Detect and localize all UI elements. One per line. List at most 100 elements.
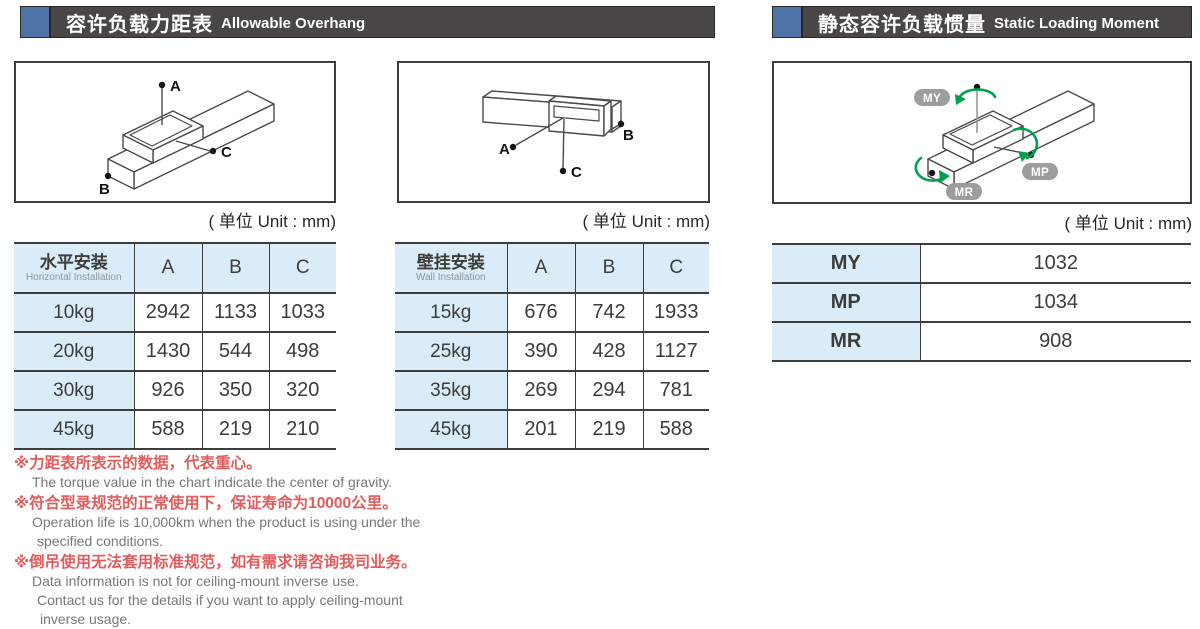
moment-value-cell: 908: [919, 321, 1191, 362]
table-row: MY 1032: [772, 243, 1191, 284]
point-c-dot: [559, 167, 567, 175]
mr-axis-dot: [928, 169, 936, 177]
value-cell: 219: [201, 409, 270, 450]
table-row: 35kg 269 294 781: [395, 370, 709, 411]
note-zh: ※力距表所表示的数据，代表重心。: [14, 455, 262, 472]
point-b-label: B: [623, 127, 634, 144]
load-cell: 10kg: [14, 292, 135, 333]
table-row: 20kg 1430 544 498: [14, 331, 336, 372]
point-b-dot: [104, 172, 112, 180]
column-header-b: B: [574, 242, 644, 294]
load-cell: 25kg: [395, 331, 508, 372]
column-header-c: C: [642, 242, 709, 294]
table-row: MR 908: [772, 321, 1191, 362]
mr-badge-label: MR: [955, 187, 974, 199]
static-moment-diagram: MY MP MR: [914, 83, 1095, 200]
moment-label-cell: MR: [772, 321, 921, 362]
load-cell: 45kg: [14, 409, 135, 450]
moment-label-cell: MP: [772, 282, 921, 323]
point-b-label: B: [99, 181, 110, 198]
note-en: The torque value in the chart indicate t…: [32, 474, 393, 490]
table-row: 10kg 2942 1133 1033: [14, 292, 336, 333]
note-zh: ※符合型录规范的正常使用下，保证寿命为10000公里。: [14, 495, 398, 512]
horizontal-installation-diagram: A C B: [99, 78, 275, 198]
unit-label: ( 单位 Unit : mm): [582, 212, 711, 231]
column-header-a: A: [506, 242, 576, 294]
value-cell: 390: [506, 331, 576, 372]
table-title-cell: 壁挂安装 Wall Installation: [395, 242, 508, 294]
load-cell: 30kg: [14, 370, 135, 411]
section-title-en: Allowable Overhang: [221, 15, 366, 32]
load-cell: 15kg: [395, 292, 508, 333]
column-header-c: C: [268, 242, 336, 294]
horizontal-installation-diagram-box: A C B: [14, 61, 336, 203]
section-title-en: Static Loading Moment: [994, 15, 1159, 32]
point-a-label: A: [170, 78, 181, 95]
value-cell: 498: [268, 331, 336, 372]
header-accent-square: [773, 7, 803, 37]
my-badge-label: MY: [923, 93, 941, 105]
note-en: Data information is not for ceiling-moun…: [32, 573, 359, 589]
table-row: 25kg 390 428 1127: [395, 331, 709, 372]
value-cell: 742: [574, 292, 644, 333]
value-cell: 219: [574, 409, 644, 450]
value-cell: 294: [574, 370, 644, 411]
point-c-label: C: [221, 144, 232, 161]
point-c-label: C: [571, 164, 582, 181]
section-title-zh: 静态容许负载惯量: [818, 13, 986, 36]
load-cell: 35kg: [395, 370, 508, 411]
unit-label: ( 单位 Unit : mm): [208, 212, 337, 231]
mr-badge: [946, 183, 982, 200]
value-cell: 676: [506, 292, 576, 333]
load-cell: 20kg: [14, 331, 135, 372]
point-a-label: A: [499, 141, 510, 158]
value-cell: 781: [642, 370, 709, 411]
load-cell: 45kg: [395, 409, 508, 450]
value-cell: 428: [574, 331, 644, 372]
note-en: specified conditions.: [37, 533, 164, 549]
table-row: 15kg 676 742 1933: [395, 292, 709, 333]
value-cell: 269: [506, 370, 576, 411]
moment-value-cell: 1032: [919, 243, 1191, 284]
value-cell: 588: [642, 409, 709, 450]
value-cell: 320: [268, 370, 336, 411]
table-header-row: 水平安装 Horizontal Installation A B C: [14, 242, 336, 294]
value-cell: 1133: [201, 292, 270, 333]
static-moment-table: MY 1032 MP 1034 MR 908: [772, 243, 1191, 362]
unit-label: ( 单位 Unit : mm): [1064, 214, 1193, 233]
mp-badge-label: MP: [1031, 167, 1049, 179]
moment-value-cell: 1034: [919, 282, 1191, 323]
point-b-dot: [617, 120, 625, 128]
header-accent-square: [21, 7, 51, 37]
table-title-en: Horizontal Installation: [25, 271, 122, 283]
section-title-zh: 容许负载力距表: [66, 13, 213, 36]
table-title-zh: 壁挂安装: [416, 252, 485, 272]
mr-rotation-arrow: [914, 156, 946, 182]
column-header-b: B: [201, 242, 270, 294]
value-cell: 1033: [268, 292, 336, 333]
note-en: Contact us for the details if you want t…: [37, 592, 403, 608]
note-en: inverse usage.: [40, 611, 132, 627]
footnotes: ※力距表所表示的数据，代表重心。 The torque value in the…: [14, 452, 494, 629]
section-header-allowable-overhang: 容许负载力距表 Allowable Overhang: [20, 6, 715, 38]
table-title-zh: 水平安装: [39, 252, 108, 272]
point-a-dot: [509, 143, 517, 151]
wall-installation-diagram-box: A B C: [397, 61, 710, 203]
table-row: 45kg 588 219 210: [14, 409, 336, 450]
value-cell: 588: [133, 409, 203, 450]
table-title-cell: 水平安装 Horizontal Installation: [14, 242, 135, 294]
wall-installation-table: 壁挂安装 Wall Installation A B C 15kg 676 74…: [395, 242, 709, 450]
column-header-a: A: [133, 242, 203, 294]
wall-installation-diagram: A B C: [482, 90, 634, 181]
note-zh: ※倒吊使用无法套用标准规范，如有需求请咨询我司业务。: [14, 554, 417, 571]
value-cell: 1430: [133, 331, 203, 372]
value-cell: 544: [201, 331, 270, 372]
value-cell: 201: [506, 409, 576, 450]
section-header-static-loading-moment: 静态容许负载惯量 Static Loading Moment: [772, 6, 1192, 38]
mp-rotation-arrow: [1012, 127, 1039, 160]
point-a-dot: [158, 81, 166, 89]
table-row: 45kg 201 219 588: [395, 409, 709, 450]
horizontal-installation-table: 水平安装 Horizontal Installation A B C 10kg …: [14, 242, 336, 450]
value-cell: 350: [201, 370, 270, 411]
